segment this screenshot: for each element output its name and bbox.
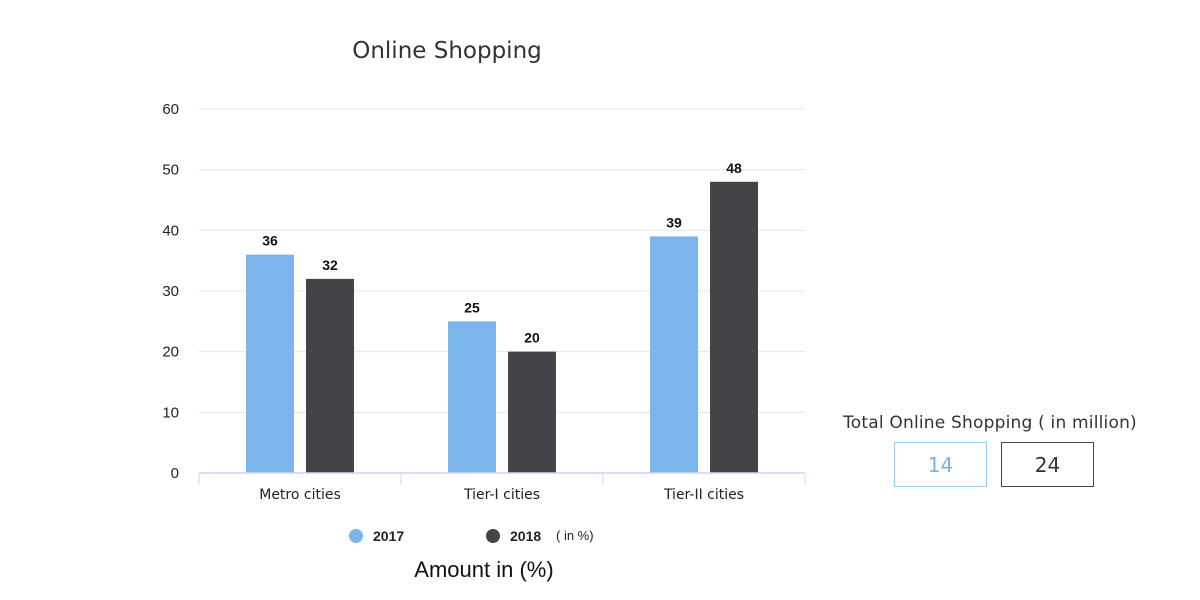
x-axis: Metro cities Tier-I cities Tier-II cities xyxy=(198,472,806,503)
y-axis-ticks: 0 10 20 30 40 50 60 xyxy=(162,101,179,482)
grid-lines xyxy=(199,108,805,413)
bar-2018 xyxy=(710,181,758,474)
y-tick-label: 20 xyxy=(162,344,179,361)
legend-note: ( in %) xyxy=(556,528,594,543)
legend-label-2018: 2018 xyxy=(510,528,541,544)
data-label: 20 xyxy=(524,330,540,346)
x-tick-label: Tier-II cities xyxy=(663,487,744,503)
data-label: 36 xyxy=(262,233,278,249)
totals-panel: Total Online Shopping ( in million) 14 2… xyxy=(830,413,1150,492)
bar-2017 xyxy=(246,254,294,473)
bar-2017 xyxy=(650,236,698,473)
bars: 36 25 39 32 20 48 xyxy=(246,160,758,474)
legend-marker-2017 xyxy=(349,529,363,543)
legend-marker-2018 xyxy=(486,529,500,543)
y-tick-label: 50 xyxy=(162,162,179,179)
y-tick-label: 60 xyxy=(162,101,179,118)
total-2017-box: 14 xyxy=(894,442,987,487)
bar-2018 xyxy=(306,278,354,473)
data-label: 48 xyxy=(726,160,742,176)
y-tick-label: 10 xyxy=(162,404,179,421)
bar-2018 xyxy=(508,351,556,473)
data-label: 32 xyxy=(322,257,338,273)
totals-boxes: 14 24 xyxy=(830,442,1150,492)
y-tick-label: 40 xyxy=(162,222,179,239)
chart-title: Online Shopping xyxy=(352,38,542,64)
totals-title: Total Online Shopping ( in million) xyxy=(843,413,1137,433)
legend-label-2017: 2017 xyxy=(373,528,404,544)
data-label: 39 xyxy=(666,214,682,230)
y-tick-label: 0 xyxy=(171,465,179,482)
data-label: 25 xyxy=(464,299,480,315)
amount-label: Amount in (%) xyxy=(414,557,553,582)
y-tick-label: 30 xyxy=(162,283,179,300)
total-2018-box: 24 xyxy=(1001,442,1094,487)
x-tick-label: Tier-I cities xyxy=(463,487,540,503)
bar-2017 xyxy=(448,321,496,473)
legend: 2017 2018 ( in %) xyxy=(349,528,594,544)
x-tick-label: Metro cities xyxy=(259,487,341,503)
